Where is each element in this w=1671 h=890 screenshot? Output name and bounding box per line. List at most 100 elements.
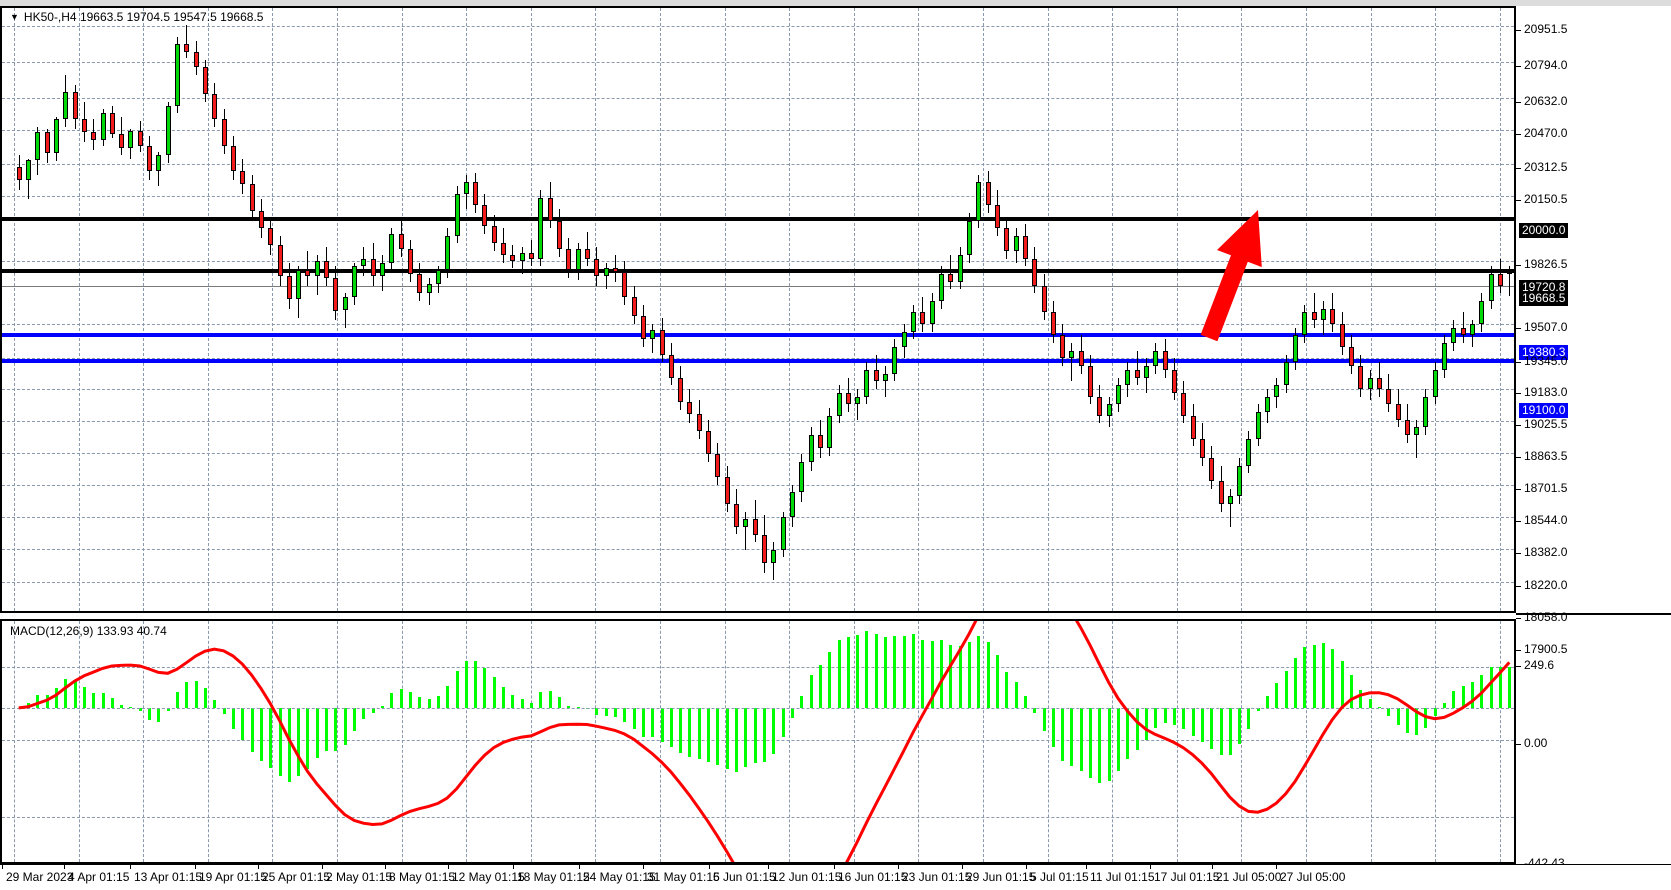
macd-bar [912,634,915,708]
scale-tick [1516,393,1521,394]
macd-bar [176,691,179,708]
macd-bar [502,687,505,708]
macd-bar [987,641,990,708]
chart-header-text: HK50-,H4 19663.5 19704.5 19547.5 19668.5 [23,10,264,24]
price-level-line[interactable] [2,333,1514,337]
macd-bar [884,637,887,708]
macd-bar [754,707,757,763]
macd-bar [204,688,207,708]
price-scale-label: 18382.0 [1524,545,1568,559]
candle-body [1209,457,1214,481]
candle-body [613,268,618,273]
candle-body [762,534,767,564]
price-scale-label: 20794.0 [1524,58,1568,72]
gridline-vertical [1176,8,1178,611]
macd-bar [772,707,775,754]
candle-body [91,132,96,141]
candle-wick [1230,488,1231,527]
time-scale-label: 4 Apr 01:15 [68,870,130,884]
macd-bar [1024,696,1027,708]
macd-bar [1341,660,1344,708]
macd-bar [800,696,803,708]
time-tick [709,865,710,869]
price-level-line[interactable] [2,217,1514,221]
macd-bar [1415,707,1418,735]
price-level-line[interactable] [2,269,1514,273]
time-tick [643,865,644,869]
macd-bar [623,707,626,723]
macd-scale-label: 0.00 [1524,736,1548,750]
macd-bar [530,703,533,708]
macd-bar [511,695,514,708]
time-scale-label: 16 Jun 01:15 [838,870,908,884]
scale-tick [1516,666,1521,667]
price-level-line[interactable] [2,286,1514,287]
candle-body [1200,438,1205,458]
candle-body [678,377,683,403]
macd-bar [1210,707,1213,749]
macd-bar [1303,647,1306,708]
macd-bar [1387,707,1390,716]
price-chart-grid [2,8,1514,611]
price-scale-label: 19183.0 [1524,385,1568,399]
macd-bar [111,698,114,708]
gridline-horizontal [2,62,1514,63]
macd-bar [279,707,282,777]
candle-body [958,254,963,282]
candle-body [147,145,152,171]
macd-bar [428,698,431,708]
candle-body [604,268,609,277]
candle-body [250,184,255,211]
candle-body [417,274,422,294]
macd-bar [698,707,701,760]
candle-body [1042,285,1047,313]
candle-body [35,132,40,161]
candle-body [101,113,106,141]
candle-wick [307,251,308,286]
price-scale-label: 18220.0 [1524,578,1568,592]
scale-tick [1516,521,1521,522]
candle-body [389,233,394,263]
candle-body [1023,235,1028,259]
macd-panel[interactable]: MACD(12,26,9) 133.93 40.74 [0,619,1516,864]
macd-bar [148,707,151,720]
price-level-line[interactable] [2,359,1514,363]
candle-body [874,369,879,382]
macd-bar [167,707,170,712]
candle-body [986,182,991,206]
candle-body [1135,369,1140,378]
time-scale-axis[interactable]: 29 Mar 2023 4 Apr 01:15 13 Apr 01:15 19 Apr… [0,864,1671,890]
candle-body [473,182,478,206]
gridline-vertical [14,8,15,611]
candle-body [948,274,953,282]
candle-body [501,243,506,255]
macd-bar [651,707,654,738]
candle-body [73,92,78,120]
candle-body [529,253,534,259]
candle-body [1265,396,1270,412]
time-scale-label: 5 Jul 01:15 [1030,870,1089,884]
time-tick [1026,865,1027,869]
time-scale-label: 2 May 01:15 [326,870,393,884]
macd-bar [716,707,719,766]
macd-bar [670,707,673,747]
macd-bar [1192,707,1195,736]
candle-body [82,119,87,133]
time-tick [579,865,580,869]
price-chart-panel[interactable]: ▼ HK50-,H4 19663.5 19704.5 19547.5 19668.… [0,6,1516,613]
macd-bar [297,707,300,776]
candle-body [557,220,562,250]
macd-bar [1238,707,1241,745]
scale-tick [1516,168,1521,169]
macd-bar [334,707,337,751]
price-scale-axis[interactable]: 20951.5 20794.0 20632.0 20470.0 20312.5 20150… [1516,6,1671,869]
candle-body [734,503,739,527]
candle-body [156,155,161,171]
candle-body [445,235,450,271]
macd-bar [74,680,77,708]
candle-body [1414,427,1419,435]
time-scale-label: 8 May 01:15 [389,870,456,884]
chevron-down-icon[interactable]: ▼ [10,12,19,22]
time-scale-label: 19 Apr 01:15 [199,870,268,884]
candle-body [939,274,944,301]
